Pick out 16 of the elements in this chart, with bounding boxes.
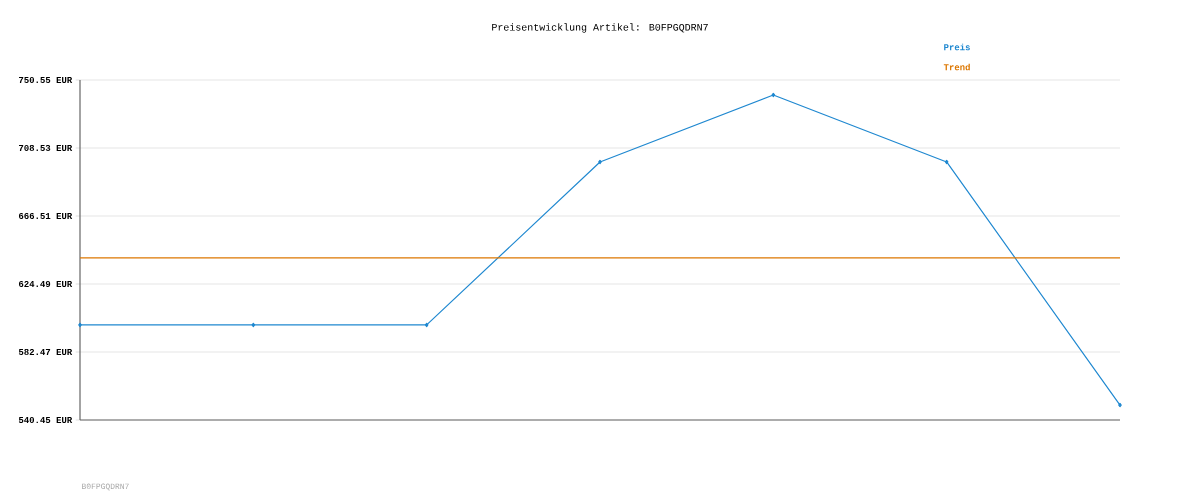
y-tick-label: 750.55 EUR <box>19 76 73 84</box>
point <box>1118 402 1122 408</box>
text: Trend <box>943 63 970 71</box>
point <box>424 322 429 328</box>
point <box>598 159 602 165</box>
y-tick-label: 666.51 EUR <box>18 212 73 220</box>
y-tick-label: 582.47 EUR <box>18 348 73 356</box>
text: Preis <box>944 43 970 51</box>
point <box>771 92 776 98</box>
chart-title: Preisentwicklung Artikel: B0FPGQDRN7 <box>492 23 708 33</box>
point <box>251 322 256 328</box>
point <box>78 322 82 328</box>
point <box>944 159 949 165</box>
y-tick-label: 708.53 EUR <box>19 144 73 152</box>
y-tick-label: 624.49 EUR <box>18 280 73 288</box>
y-tick-label: 540.45 EUR <box>18 416 73 424</box>
